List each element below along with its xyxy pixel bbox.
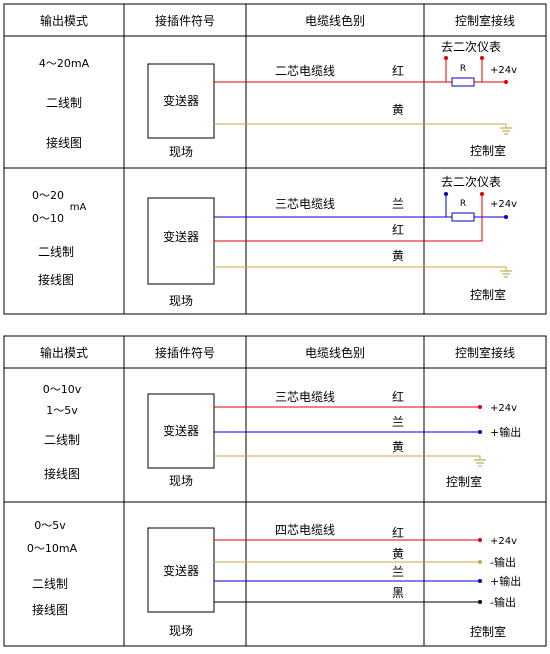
table1-row2: 0～20 mA 0～10 二线制 接线图 变送器 现场 三芯电缆线 兰 红 黄 … <box>32 175 517 308</box>
terminal-dot <box>478 405 482 409</box>
terminal-dot <box>480 56 484 60</box>
control-room-label: 控制室 <box>470 143 506 158</box>
header-mode: 输出模式 <box>40 13 88 28</box>
header-plug: 接插件符号 <box>155 13 215 28</box>
supply-label: +24v <box>490 199 517 210</box>
yellow-wire <box>214 266 507 271</box>
supply-label: +24v <box>490 65 517 76</box>
mode-line: 接线图 <box>38 272 74 287</box>
terminal-dot <box>504 215 508 219</box>
wire-color-label: 红 <box>392 525 404 540</box>
field-label: 现场 <box>169 145 193 159</box>
transmitter-box <box>147 527 215 613</box>
mode-line: mA <box>70 202 87 213</box>
mode-line: 4～20mA <box>39 57 90 70</box>
wire-color-label: 黄 <box>392 249 404 263</box>
mode-line: 0～20 <box>32 189 64 202</box>
transmitter-box <box>147 63 215 139</box>
header-cable: 电缆线色别 <box>305 14 365 28</box>
yellow-wire <box>214 123 507 128</box>
header-control: 控制室接线 <box>455 345 515 360</box>
header-plug: 接插件符号 <box>155 345 215 360</box>
ground-icon <box>473 459 487 467</box>
mode-line: 二线制 <box>38 245 74 259</box>
field-label: 现场 <box>169 474 193 488</box>
field-label: 现场 <box>169 294 193 308</box>
wire-color-label: 红 <box>392 222 404 237</box>
wire-color-label: 兰 <box>392 197 404 211</box>
header-cable: 电缆线色别 <box>305 346 365 360</box>
terminal-dot <box>444 192 448 196</box>
mode-line: 二线制 <box>46 96 82 110</box>
wire-color-label: 黑 <box>392 586 404 600</box>
mode-line: 二线制 <box>32 577 68 591</box>
terminal-dot <box>478 579 482 583</box>
control-room-label: 控制室 <box>470 624 506 639</box>
transmitter-label: 变送器 <box>163 229 199 244</box>
red-wire <box>214 196 483 242</box>
wire-color-label: 黄 <box>392 547 404 561</box>
table2-row2: 0～5v 0～10mA 二线制 接线图 变送器 现场 四芯电缆线 红 黄 兰 黑… <box>27 519 521 639</box>
transmitter-label: 变送器 <box>163 93 199 108</box>
terminal-label: +输出 <box>490 425 521 439</box>
ground-icon <box>499 270 513 278</box>
wire-color-label: 黄 <box>392 103 404 117</box>
table-2: 输出模式 接插件符号 电缆线色别 控制室接线 0～10v 1～5v 二线制 接线… <box>3 335 547 647</box>
wire-color-label: 黄 <box>392 440 404 454</box>
terminal-dot <box>444 56 448 60</box>
resistor <box>451 77 475 87</box>
transmitter-label: 变送器 <box>163 423 199 438</box>
yellow-wire <box>214 455 481 460</box>
wire-color-label: 红 <box>392 389 404 404</box>
terminal-dot <box>478 600 482 604</box>
wire-color-label: 兰 <box>392 415 404 429</box>
terminal-dot <box>478 430 482 434</box>
terminal-dot <box>504 80 508 84</box>
mode-line: 二线制 <box>44 433 80 447</box>
wire-color-label: 红 <box>392 63 404 78</box>
mode-line: 0～10mA <box>27 542 78 555</box>
resistor <box>451 212 475 222</box>
resistor-label: R <box>460 64 466 74</box>
terminal-label: -输出 <box>490 555 516 569</box>
terminal-label: +24v <box>490 536 517 547</box>
table1-row1: 4～20mA 二线制 接线图 变送器 现场 二芯电缆线 红 黄 R 去二次仪表 … <box>39 40 517 159</box>
cable-name: 三芯电缆线 <box>275 197 335 211</box>
instrument-label: 去二次仪表 <box>441 175 501 189</box>
terminal-dot <box>480 192 484 196</box>
cable-name: 四芯电缆线 <box>275 523 335 537</box>
terminal-dot <box>478 538 482 542</box>
resistor-label: R <box>460 199 466 209</box>
mode-line: 接线图 <box>44 466 80 481</box>
field-label: 现场 <box>169 624 193 638</box>
terminal-label: +24v <box>490 403 517 414</box>
transmitter-label: 变送器 <box>163 563 199 578</box>
mode-line: 1～5v <box>46 404 78 417</box>
terminal-label: -输出 <box>490 595 516 609</box>
mode-line: 0～10 <box>32 212 64 225</box>
terminal-label: +输出 <box>490 574 521 588</box>
wire-color-label: 兰 <box>392 565 404 579</box>
header-mode: 输出模式 <box>40 345 88 360</box>
cable-name: 二芯电缆线 <box>275 64 335 78</box>
control-room-label: 控制室 <box>470 287 506 302</box>
table2-row1: 0～10v 1～5v 二线制 接线图 变送器 现场 三芯电缆线 红 兰 黄 +2… <box>43 383 521 489</box>
terminal-dot <box>478 560 482 564</box>
mode-line: 0～5v <box>34 519 66 532</box>
mode-line: 接线图 <box>46 135 82 150</box>
instrument-label: 去二次仪表 <box>441 40 501 54</box>
transmitter-box <box>147 393 215 469</box>
mode-line: 0～10v <box>43 383 82 396</box>
table-1: 输出模式 接插件符号 电缆线色别 控制室接线 4～20mA 二线制 接线图 变送… <box>3 3 547 315</box>
control-room-label: 控制室 <box>446 474 482 489</box>
cable-name: 三芯电缆线 <box>275 390 335 404</box>
ground-icon <box>499 127 513 135</box>
header-control: 控制室接线 <box>455 13 515 28</box>
mode-line: 接线图 <box>32 602 68 617</box>
